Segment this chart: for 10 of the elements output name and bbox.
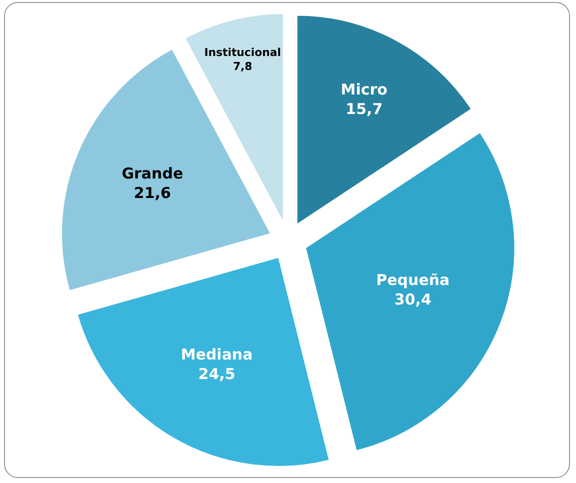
slice-label: Pequeña (376, 270, 450, 289)
data-label: 24,5 (198, 364, 236, 383)
slice-label: Institucional (204, 46, 281, 59)
data-label: 30,4 (394, 290, 432, 308)
slice-label: Micro (340, 80, 388, 99)
data-label: 21,6 (134, 184, 171, 202)
slice-label: Mediana (180, 345, 253, 364)
slice-label: Grande (122, 164, 184, 183)
data-label: 15,7 (346, 100, 383, 118)
data-label: 7,8 (232, 60, 252, 74)
